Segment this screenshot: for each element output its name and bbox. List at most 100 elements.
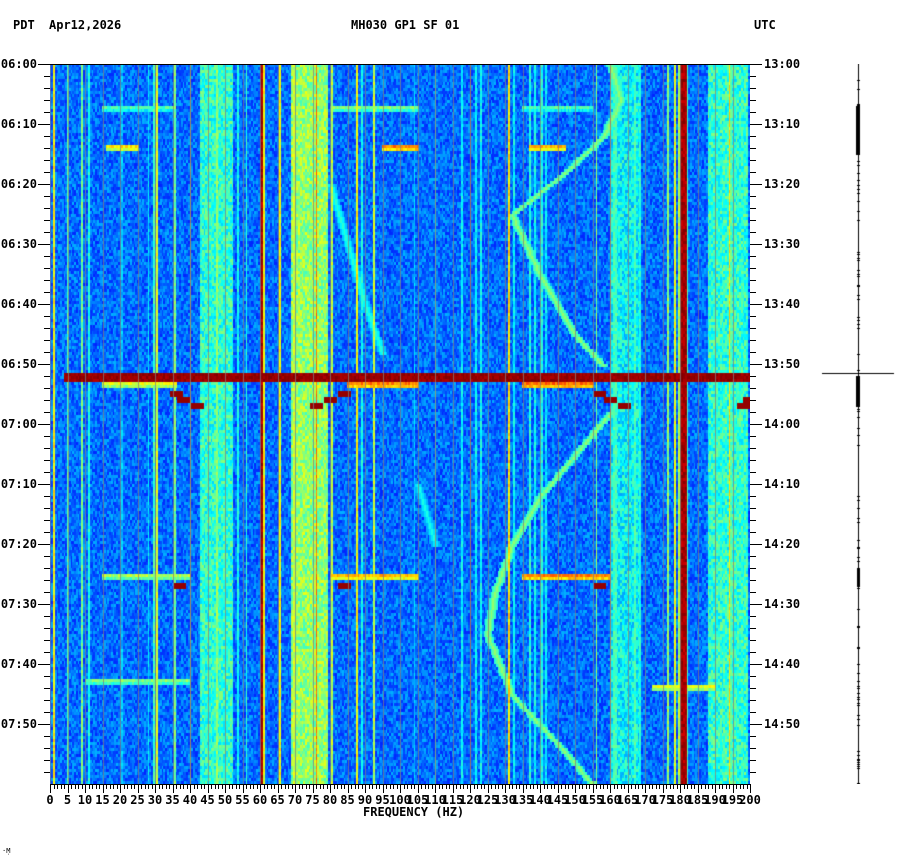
x-tick [351,784,352,789]
x-tick [683,784,685,789]
x-label: 170 [634,793,656,807]
x-tick [71,784,72,789]
x-tick [480,784,482,789]
y-tick-left [44,736,50,737]
x-tick [589,784,590,789]
x-tick [127,784,128,789]
x-label: 75 [305,793,320,807]
y-tick-right [750,580,756,581]
x-tick [669,784,671,789]
x-tick [498,784,499,789]
x-tick [725,784,727,789]
x-tick [347,784,349,793]
seismogram-trace [820,64,900,784]
x-tick [470,784,471,793]
x-tick [372,784,373,789]
y-tick-left [44,220,50,221]
y-tick-right [750,736,756,737]
x-tick [522,784,524,793]
y-label-utc: 13:00 [764,57,801,71]
x-label: 55 [235,793,250,807]
x-tick [585,784,587,789]
x-tick [253,784,254,789]
x-tick [319,784,321,789]
y-tick-right [750,76,756,77]
y-tick-right [750,256,756,257]
y-tick-right [750,388,756,389]
y-tick-right [750,436,756,437]
y-tick-left [38,424,50,425]
x-tick [284,784,286,789]
y-tick-right [750,724,762,725]
x-tick [92,784,93,789]
x-tick [260,784,261,793]
x-tick [519,784,520,789]
x-tick [414,784,415,789]
x-label: 80 [322,793,338,807]
x-tick [673,784,674,789]
x-tick [270,784,272,789]
y-tick-left [44,472,50,473]
x-tick [323,784,324,789]
y-tick-left [44,688,50,689]
x-tick [571,784,573,789]
y-tick-left [44,112,50,113]
x-tick [162,784,163,789]
y-tick-right [750,160,756,161]
x-tick [438,784,440,789]
x-tick [592,784,594,793]
x-tick [340,784,342,789]
x-tick [116,784,118,789]
y-tick-left [44,352,50,353]
x-tick [263,784,265,789]
x-tick [211,784,212,789]
x-tick [736,784,737,789]
x-tick [172,784,174,793]
x-tick [379,784,380,789]
x-label: 150 [564,793,586,807]
y-tick-right [750,616,756,617]
date-label: Apr12,2026 [49,18,122,32]
x-tick [190,784,191,793]
x-tick [606,784,608,789]
y-tick-right [750,304,762,305]
spectrogram-plot [50,64,750,784]
y-label-utc: 14:30 [764,597,801,611]
y-tick-left [44,628,50,629]
x-tick [67,784,69,793]
x-tick [508,784,510,789]
y-label-local: 06:20 [0,177,37,191]
y-tick-right [750,772,756,773]
y-tick-right [750,472,756,473]
x-tick [652,784,653,789]
y-tick-left [44,388,50,389]
x-tick [396,784,398,789]
y-tick-left [44,160,50,161]
x-tick [155,784,156,793]
x-tick [417,784,419,793]
y-label-local: 06:00 [0,57,37,71]
x-label: 50 [217,793,233,807]
x-label: 185 [686,793,709,807]
x-tick [218,784,219,789]
x-label: 45 [200,793,215,807]
y-tick-left [44,316,50,317]
y-tick-right [750,760,756,761]
y-tick-right [750,688,756,689]
y-tick-right [750,244,762,245]
x-tick [389,784,391,789]
x-tick [298,784,300,789]
seismogram-canvas [820,64,900,784]
y-label-local: 07:40 [0,657,37,671]
x-tick [624,784,625,789]
x-tick [704,784,706,789]
y-tick-left [44,376,50,377]
x-tick [368,784,370,789]
x-tick [165,784,167,789]
y-tick-left [44,292,50,293]
x-tick [431,784,433,789]
x-tick [295,784,296,793]
x-tick [659,784,660,789]
x-tick [158,784,160,789]
x-tick [309,784,310,789]
